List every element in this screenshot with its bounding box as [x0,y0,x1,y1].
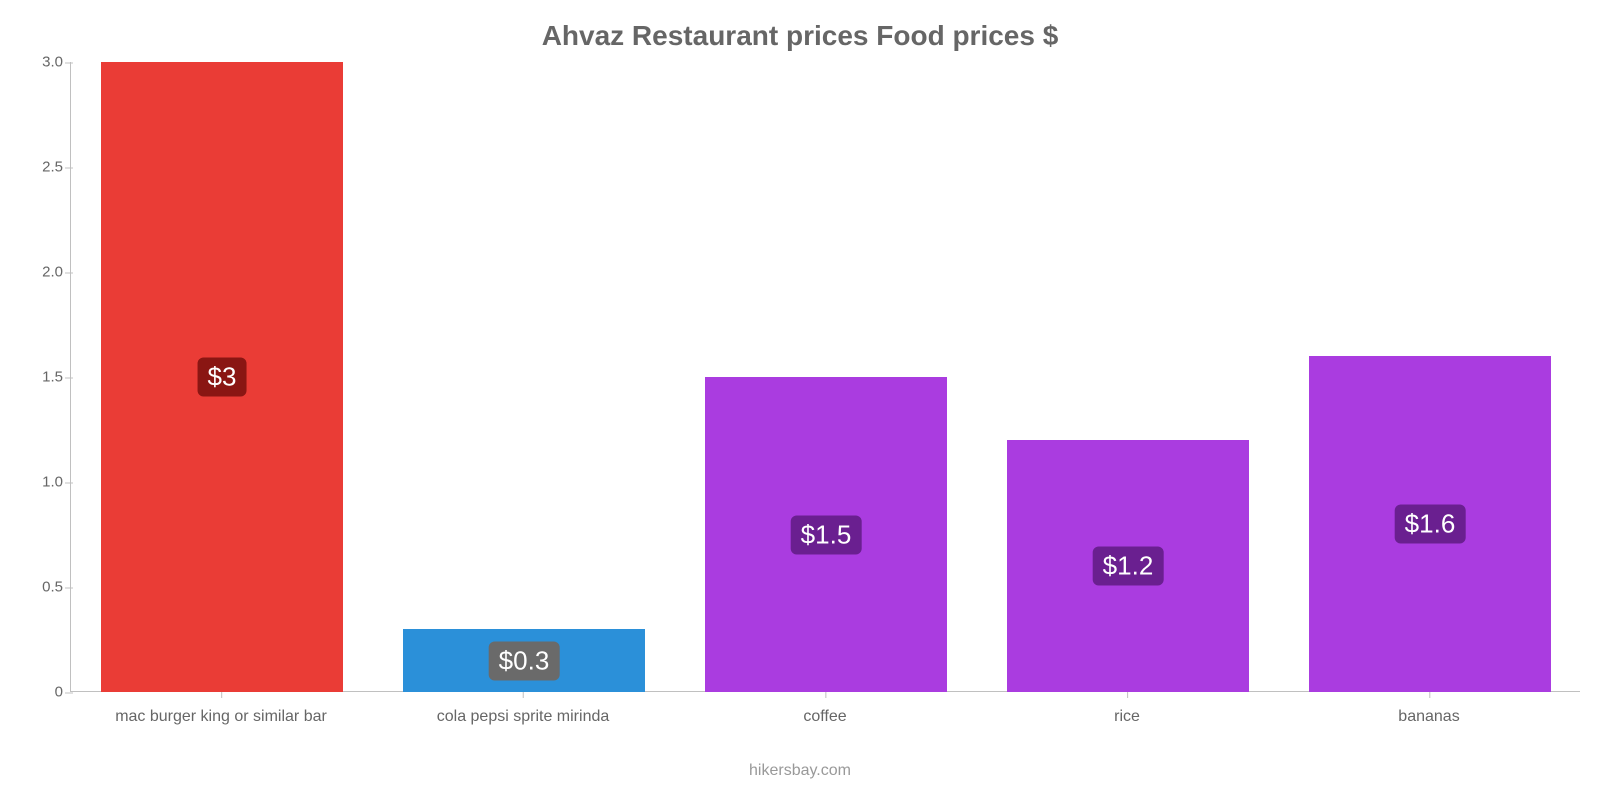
x-tick-mark [523,692,524,698]
bar: $3 [101,62,343,692]
y-tick-mark [65,377,73,378]
plot-area: 00.51.01.52.02.53.0$3$0.3$1.5$1.2$1.6 [70,62,1580,692]
bar-value-label: $3 [198,358,247,397]
x-tick-label: cola pepsi sprite mirinda [437,708,610,726]
y-tick-label: 3.0 [21,54,63,71]
y-tick-mark [65,167,73,168]
x-tick-label: coffee [803,708,846,726]
y-tick-label: 0 [21,684,63,701]
x-tick-label: rice [1114,708,1140,726]
y-tick-label: 1.5 [21,369,63,386]
y-tick-label: 1.0 [21,474,63,491]
bar-value-label: $1.5 [791,515,862,554]
bar-value-label: $1.6 [1395,505,1466,544]
y-tick-mark [65,587,73,588]
bar: $1.5 [705,377,947,692]
y-tick-mark [65,482,73,483]
bar-value-label: $0.3 [489,641,560,680]
credit-text: hikersbay.com [0,762,1600,780]
x-tick-mark [825,692,826,698]
bar-value-label: $1.2 [1093,547,1164,586]
y-tick-mark [65,62,73,63]
x-tick-mark [1127,692,1128,698]
bar: $0.3 [403,629,645,692]
bar: $1.2 [1007,440,1249,692]
bar: $1.6 [1309,356,1551,692]
x-axis: mac burger king or similar bar cola pepsi… [70,692,1580,732]
x-tick-mark [1429,692,1430,698]
x-tick-mark [221,692,222,698]
y-tick-label: 2.0 [21,264,63,281]
chart-title: Ahvaz Restaurant prices Food prices $ [0,20,1600,52]
x-tick-label: bananas [1398,708,1459,726]
bar-chart: Ahvaz Restaurant prices Food prices $ 0 0… [0,0,1600,800]
y-tick-mark [65,272,73,273]
x-tick-label: mac burger king or similar bar [115,708,327,726]
y-tick-label: 2.5 [21,159,63,176]
y-tick-label: 0.5 [21,579,63,596]
